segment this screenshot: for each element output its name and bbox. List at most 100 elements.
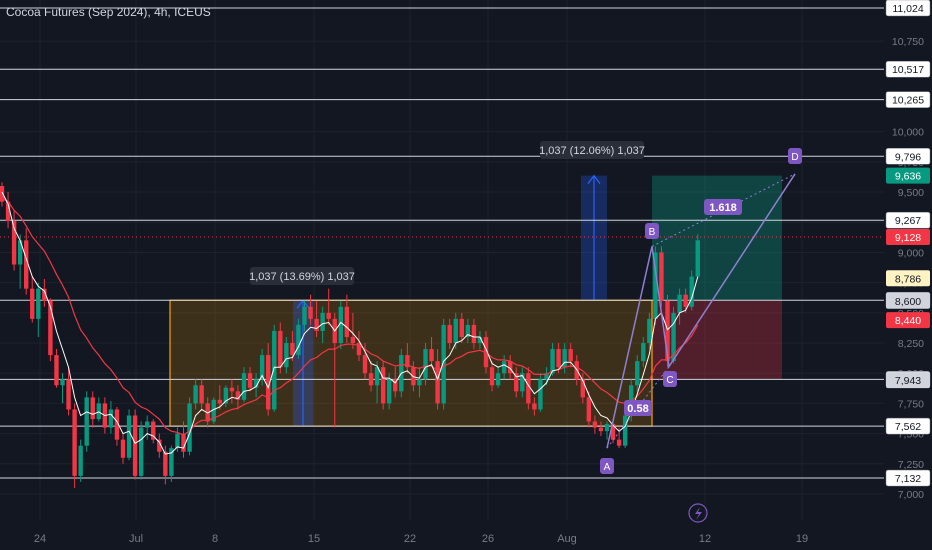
candle-body [338,306,343,344]
candle-body [187,403,192,452]
candle-body [580,379,585,398]
position-target-zone [652,175,782,301]
harmonic-legs [606,173,796,449]
measure-label-2: 1,037 (12.06%) 1,037 [539,145,645,157]
harmonic-label-b: B [649,227,656,238]
time-axis-bg [0,520,884,550]
candle-body [495,373,501,386]
candle-body [205,403,210,422]
candle-body [538,379,543,410]
candle-body [471,324,477,344]
ema-fast-line [1,191,699,455]
price-axis-bg [884,0,932,520]
candle-body [550,349,555,374]
level-badge-label: 9,267 [895,215,921,227]
candle-body [683,294,688,307]
candle-body [5,201,11,222]
candle-body [175,433,180,449]
candle-body [489,367,495,386]
candle-body [429,349,434,362]
candle-body [659,252,664,301]
candle-body [235,391,241,400]
candle-body [695,240,700,277]
candle-body [17,240,23,265]
price-badge-label: 9,636 [895,171,921,183]
price-badge [886,167,930,184]
candle-body [689,276,694,307]
candle-body [556,349,561,368]
price-badge [886,228,930,245]
candle-body [145,421,150,428]
time-tick-label: 22 [404,533,416,545]
candle-body [610,423,616,440]
candle-body [138,427,144,476]
harmonic-point-c [663,371,677,387]
candle-body [84,397,89,446]
price-badge-label: 7,943 [895,375,921,387]
candle-body [350,336,356,344]
lightning-icon [688,503,708,523]
lightning-icon-bolt [695,507,702,520]
candle-body [199,385,204,404]
price-badge-label: 8,440 [895,315,921,327]
candle-body [266,355,271,410]
candle-body [259,355,265,380]
candle-body [598,427,604,432]
candle-body [290,343,295,356]
time-tick-label: Aug [557,533,577,545]
candle-body [284,343,289,368]
candle-body [635,361,640,386]
level-badge-label: 10,517 [892,64,924,76]
candle-body [447,324,452,344]
price-badge [886,292,930,309]
candle-body [677,294,682,313]
candle-body [0,186,5,202]
level-badge [885,0,931,17]
candle-body [362,355,368,374]
price-badge-label: 9,128 [895,232,921,244]
price-tick-label: 7,000 [898,489,924,501]
candle-body [544,373,549,380]
time-tick-label: 15 [308,533,320,545]
candle-body [272,330,277,410]
candle-body [592,421,598,428]
candle-body [453,318,458,344]
candle-body [441,324,446,404]
ratio-badge-ac [624,400,652,416]
ratio-label-bd: 1.618 [709,202,737,214]
candle-body [393,379,398,392]
candle-body [96,403,101,420]
candle-body [193,385,198,404]
harmonic-label-c: C [666,375,673,386]
price-tick-label: 8,250 [898,338,924,350]
price-tick-label: 10,750 [892,36,924,48]
candle-body [586,397,592,422]
candle-body [120,439,126,458]
price-badge-label: 8,600 [895,296,921,308]
price-badge-label: 8,786 [895,273,921,285]
candle-body [132,415,138,476]
price-tick-label: 7,250 [898,459,924,471]
candle-body [169,448,174,476]
candle-body [562,349,567,368]
measure-label-2-bg [540,141,644,159]
candle-body [423,349,428,380]
level-badge [885,60,931,78]
level-badge [885,469,931,487]
level-badge [885,148,931,165]
candle-body [653,252,658,319]
candle-body [508,361,513,374]
candle-body [647,318,652,344]
candle-body [48,300,53,356]
candle-body [151,421,156,440]
candle-body [108,409,114,428]
candle-body [356,343,362,356]
price-badge [886,270,930,287]
candle-body [278,330,283,368]
candle-body [671,312,676,362]
candle-body [223,387,229,404]
measure-arrowhead-2 [587,174,601,184]
candle-body [36,288,41,319]
candle-body [308,306,313,319]
